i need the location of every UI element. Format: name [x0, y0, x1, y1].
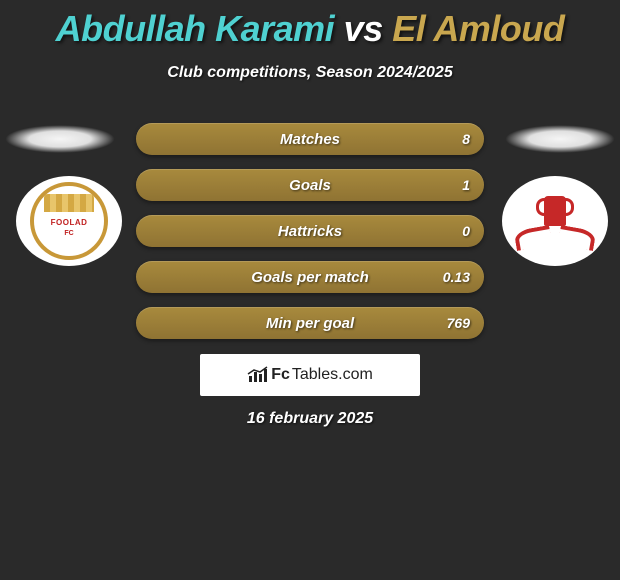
stat-row-goals: Goals 1 [136, 169, 484, 201]
stat-label: Min per goal [136, 315, 484, 332]
stat-row-hattricks: Hattricks 0 [136, 215, 484, 247]
horns-icon [511, 228, 599, 248]
player2-club-badge [502, 176, 608, 266]
subtitle: Club competitions, Season 2024/2025 [0, 64, 620, 82]
stat-label: Matches [136, 131, 484, 148]
stat-row-mpg: Min per goal 769 [136, 307, 484, 339]
stat-label: Goals per match [136, 269, 484, 286]
comparison-title: Abdullah Karami vs El Amloud [0, 0, 620, 50]
tractor-badge-icon [511, 186, 599, 256]
foolad-badge-icon: FC [30, 182, 108, 260]
player1-name: Abdullah Karami [56, 8, 335, 49]
date-label: 16 february 2025 [0, 410, 620, 428]
stats-container: Matches 8 Goals 1 Hattricks 0 Goals per … [136, 123, 484, 353]
player2-name: El Amloud [392, 8, 564, 49]
stat-label: Hattricks [136, 223, 484, 240]
stat-value: 0 [462, 223, 470, 239]
brand-text: FcTables.com [247, 366, 373, 384]
player1-club-badge: FC [16, 176, 122, 266]
player2-avatar-placeholder [505, 125, 615, 153]
foolad-fc-text: FC [34, 230, 104, 237]
trophy-icon [544, 196, 566, 226]
stat-row-gpm: Goals per match 0.13 [136, 261, 484, 293]
bar-chart-icon [247, 366, 269, 384]
brand-prefix: Fc [271, 366, 290, 384]
stat-label: Goals [136, 177, 484, 194]
stat-row-matches: Matches 8 [136, 123, 484, 155]
brand-logo[interactable]: FcTables.com [200, 354, 420, 396]
vs-label: vs [344, 8, 383, 49]
stat-value: 769 [447, 315, 470, 331]
stat-value: 8 [462, 131, 470, 147]
stat-value: 1 [462, 177, 470, 193]
player1-avatar-placeholder [5, 125, 115, 153]
stat-value: 0.13 [443, 269, 470, 285]
brand-suffix: Tables.com [292, 366, 373, 384]
